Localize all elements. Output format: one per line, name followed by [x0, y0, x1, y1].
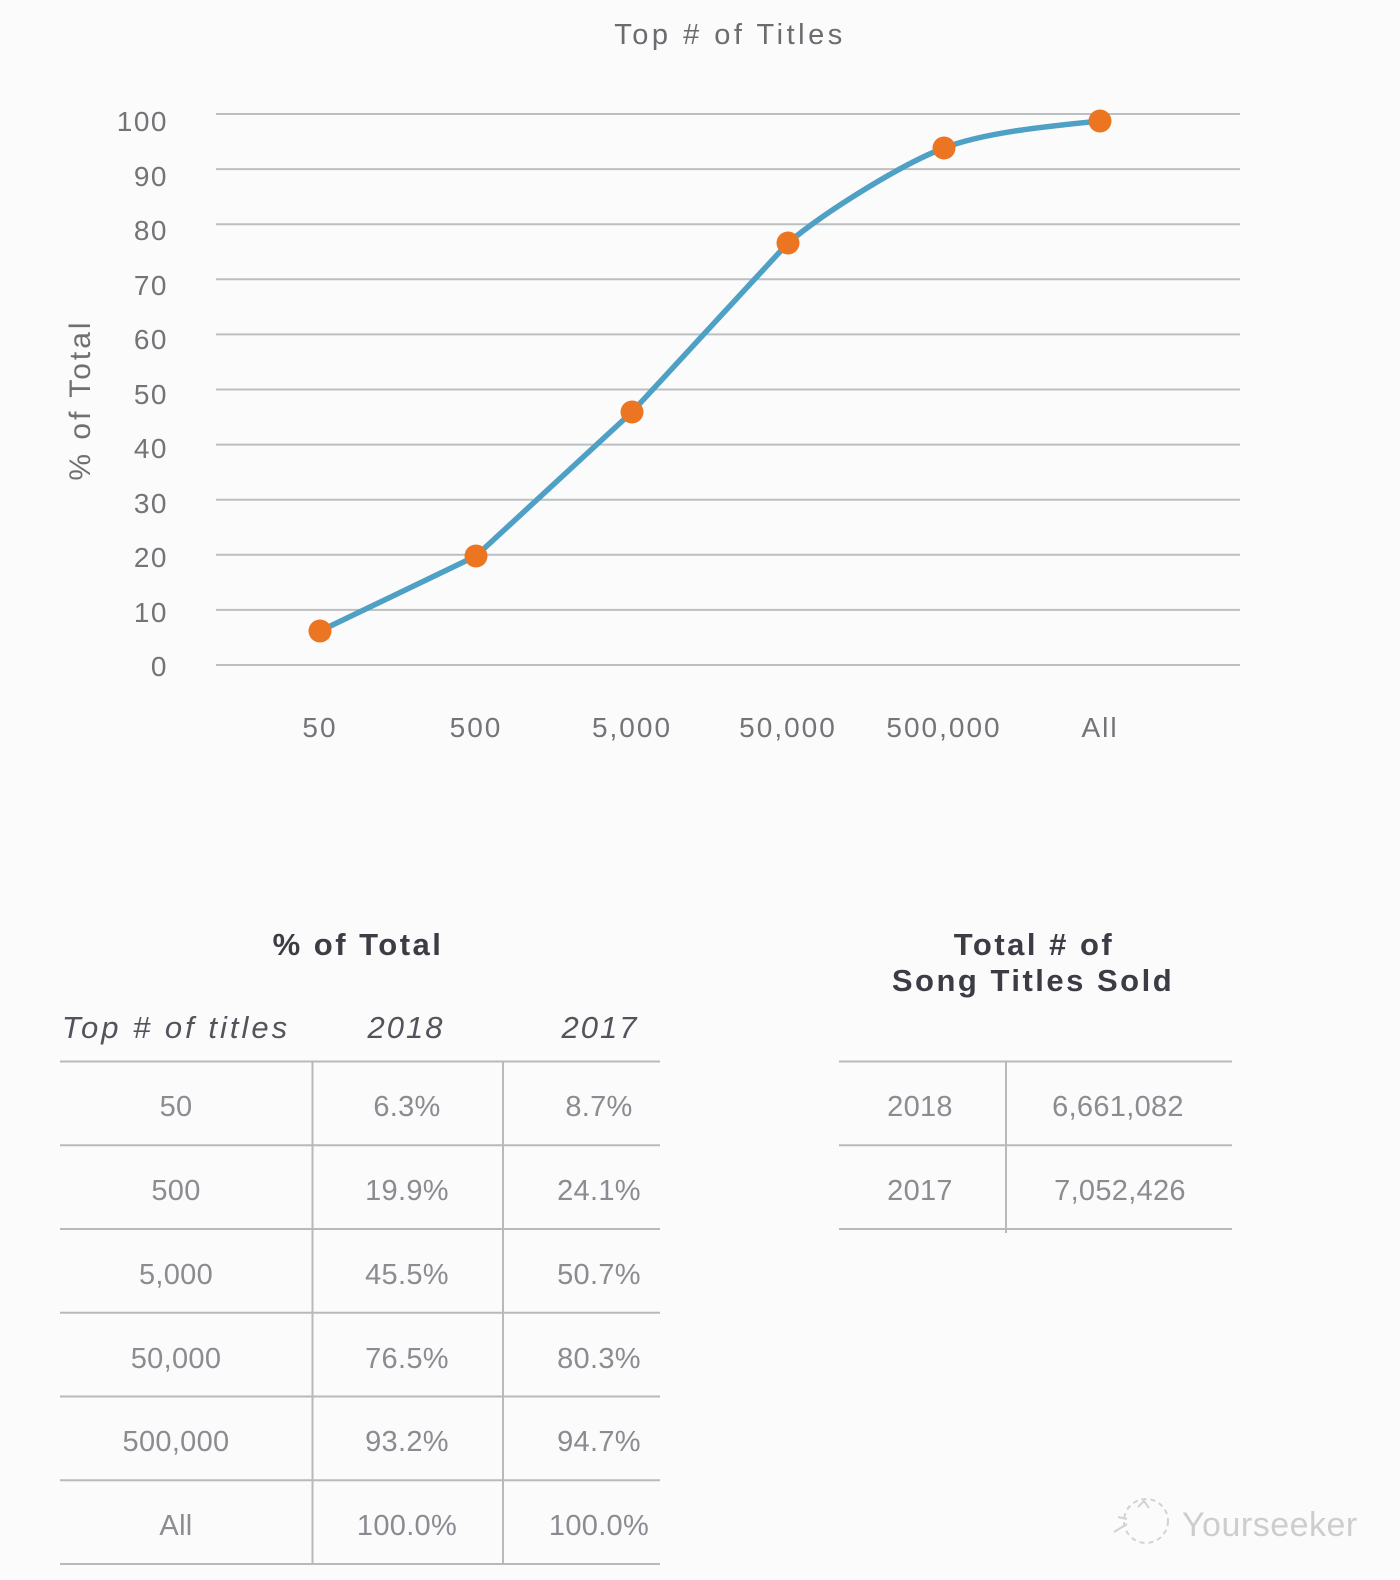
svg-text:30: 30	[134, 488, 168, 519]
svg-text:All: All	[1081, 712, 1118, 743]
svg-text:5,000: 5,000	[139, 1259, 213, 1291]
svg-text:Total # of: Total # of	[954, 927, 1114, 962]
svg-text:500: 500	[151, 1175, 200, 1207]
svg-text:10: 10	[134, 597, 168, 628]
svg-text:76.5%: 76.5%	[365, 1343, 449, 1375]
svg-text:50: 50	[302, 712, 337, 743]
svg-text:50,000: 50,000	[131, 1343, 222, 1375]
svg-text:80.3%: 80.3%	[557, 1343, 641, 1375]
svg-text:500: 500	[450, 712, 503, 743]
svg-text:70: 70	[134, 270, 168, 301]
svg-text:19.9%: 19.9%	[365, 1175, 449, 1207]
svg-text:50.7%: 50.7%	[557, 1259, 641, 1291]
svg-text:500,000: 500,000	[886, 712, 1001, 743]
svg-text:100.0%: 100.0%	[549, 1510, 649, 1542]
svg-text:6,661,082: 6,661,082	[1052, 1091, 1184, 1123]
svg-text:100: 100	[117, 106, 168, 137]
svg-text:0: 0	[151, 651, 168, 682]
svg-text:80: 80	[134, 215, 168, 246]
svg-text:% of Total: % of Total	[273, 927, 444, 962]
svg-text:20: 20	[134, 542, 168, 573]
svg-text:90: 90	[134, 161, 168, 192]
svg-text:Yourseeker: Yourseeker	[1182, 1506, 1358, 1544]
svg-text:94.7%: 94.7%	[557, 1426, 641, 1458]
svg-text:Top # of titles: Top # of titles	[62, 1010, 290, 1045]
svg-text:6.3%: 6.3%	[373, 1091, 440, 1123]
svg-text:Top # of Titles: Top # of Titles	[614, 19, 845, 51]
svg-text:5,000: 5,000	[592, 712, 672, 743]
svg-text:2017: 2017	[561, 1010, 639, 1045]
svg-text:40: 40	[134, 433, 168, 464]
svg-text:8.7%: 8.7%	[565, 1091, 632, 1123]
svg-text:7,052,426: 7,052,426	[1054, 1175, 1186, 1207]
svg-text:60: 60	[134, 324, 168, 355]
svg-text:All: All	[159, 1510, 192, 1542]
svg-text:50: 50	[160, 1091, 193, 1123]
svg-text:2018: 2018	[367, 1010, 445, 1045]
svg-text:45.5%: 45.5%	[365, 1259, 449, 1291]
svg-text:2018: 2018	[887, 1091, 953, 1123]
svg-text:50: 50	[134, 379, 168, 410]
svg-text:93.2%: 93.2%	[365, 1426, 449, 1458]
svg-text:50,000: 50,000	[739, 712, 837, 743]
svg-text:2017: 2017	[887, 1175, 953, 1207]
svg-text:% of Total: % of Total	[64, 319, 97, 480]
svg-text:24.1%: 24.1%	[557, 1175, 641, 1207]
svg-text:Song Titles Sold: Song Titles Sold	[892, 963, 1174, 998]
svg-text:100.0%: 100.0%	[357, 1510, 457, 1542]
svg-text:500,000: 500,000	[123, 1426, 230, 1458]
